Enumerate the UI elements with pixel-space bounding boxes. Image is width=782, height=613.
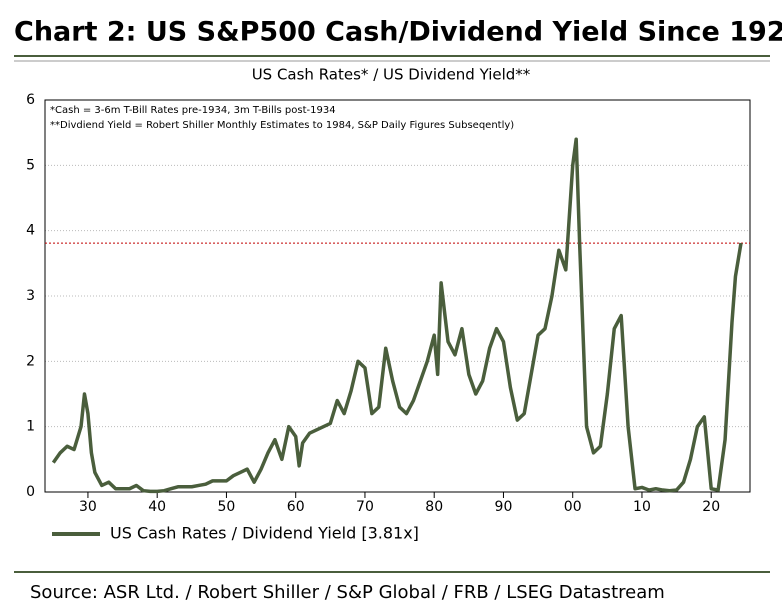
x-tick-label: 50 xyxy=(218,499,236,515)
legend-label: US Cash Rates / Dividend Yield [3.81x] xyxy=(110,524,419,543)
chart-subtitle: US Cash Rates* / US Dividend Yield** xyxy=(252,66,531,84)
source: Source: ASR Ltd. / Robert Shiller / S&P … xyxy=(30,582,665,603)
note: *Cash = 3-6m T-Bill Rates pre-1934, 3m T… xyxy=(50,105,336,116)
y-tick-label: 4 xyxy=(26,223,35,239)
chart-title: Chart 2: US S&P500 Cash/Dividend Yield S… xyxy=(14,17,782,48)
y-tick-label: 5 xyxy=(26,157,35,173)
note: **Divdiend Yield = Robert Shiller Monthl… xyxy=(50,120,514,131)
x-tick-label: 20 xyxy=(702,499,720,515)
y-tick-label: 2 xyxy=(26,353,35,369)
x-tick-label: 70 xyxy=(356,499,374,515)
y-tick-label: 3 xyxy=(26,288,35,304)
y-tick-label: 6 xyxy=(26,92,35,108)
x-tick-label: 00 xyxy=(564,499,582,515)
plot-frame xyxy=(44,99,751,493)
series-line xyxy=(51,137,743,494)
y-tick-label: 1 xyxy=(26,419,35,435)
x-tick-label: 60 xyxy=(287,499,305,515)
y-tick-label: 0 xyxy=(26,484,35,500)
x-tick-label: 80 xyxy=(425,499,443,515)
x-tick-label: 10 xyxy=(633,499,651,515)
x-tick-label: 30 xyxy=(79,499,97,515)
x-tick-label: 90 xyxy=(495,499,513,515)
x-tick-label: 40 xyxy=(148,499,166,515)
